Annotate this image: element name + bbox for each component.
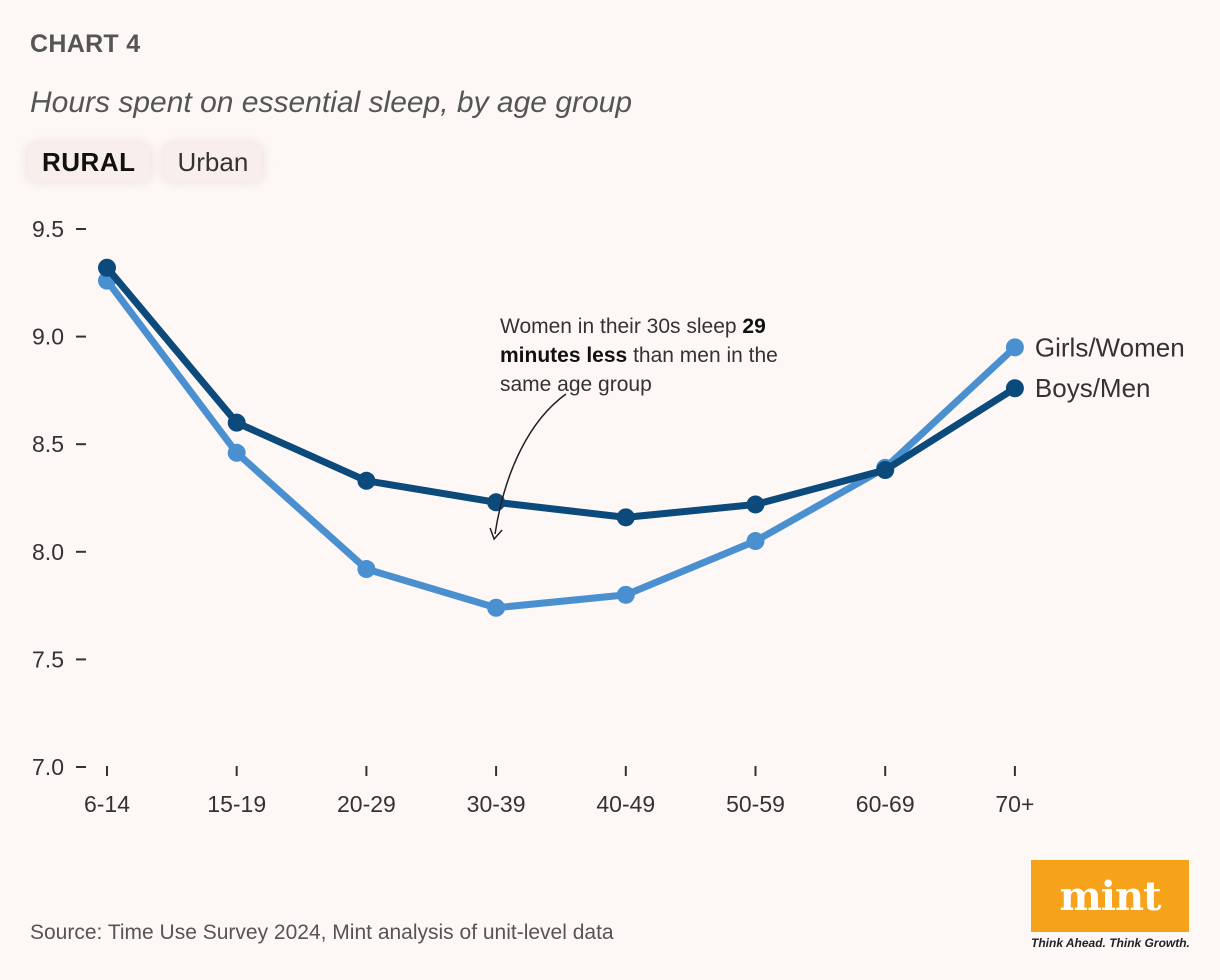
chart-label: CHART 4 [30,30,141,58]
data-point [746,495,765,514]
x-tick-label: 20-29 [337,791,396,817]
data-point [357,471,376,490]
x-tick-label: 70+ [995,791,1034,817]
annotation-text-end: than men in the same age group [500,344,778,396]
legend-label: Boys/Men [1035,373,1151,403]
x-tick-label: 6-14 [84,791,130,817]
annotation-highlight: 29 minutes less [500,315,766,367]
x-tick-label: 15-19 [207,791,266,817]
data-point [357,560,376,579]
tab-urban[interactable]: Urban [163,144,263,181]
annotation-arrow [494,393,567,535]
data-point [876,461,895,480]
mint-logo-mark: mint [1031,860,1189,932]
annotation-text-start: Women in their 30s sleep [500,315,743,338]
data-point [98,258,116,277]
y-tick-label: 7.5 [32,646,64,672]
tab-rural[interactable]: RURAL [28,144,150,181]
chart-subtitle: Hours spent on essential sleep, by age g… [30,86,633,119]
x-tick-label: 50-59 [726,791,785,817]
legend-label: Girls/Women [1035,332,1185,362]
source-note: Source: Time Use Survey 2024, Mint analy… [30,921,614,944]
data-point [227,413,246,432]
data-point [1005,379,1024,398]
y-tick-label: 7.0 [32,754,64,780]
y-tick-label: 8.5 [32,431,64,457]
data-point [227,443,246,462]
data-point [616,585,635,604]
series-line-boys-men [103,264,1019,521]
data-point [487,598,506,617]
y-tick-label: 8.0 [32,539,64,565]
y-tick-label: 9.0 [32,324,64,350]
series-line-girls-women [103,277,1019,612]
x-tick-label: 30-39 [467,791,526,817]
x-tick-label: 40-49 [596,791,655,817]
data-point [746,532,765,551]
data-point [616,508,635,527]
x-tick-label: 60-69 [856,791,915,817]
y-tick-label: 9.5 [32,216,64,242]
annotation-arrowhead [489,527,503,541]
mint-logo-tagline: Think Ahead. Think Growth. [1031,936,1190,950]
data-point [1005,338,1024,357]
mint-logo: mint Think Ahead. Think Growth. [1031,860,1191,950]
chart-annotation: Women in their 30s sleep 29 minutes less… [500,312,820,399]
area-tabs: RURAL Urban [28,144,263,181]
